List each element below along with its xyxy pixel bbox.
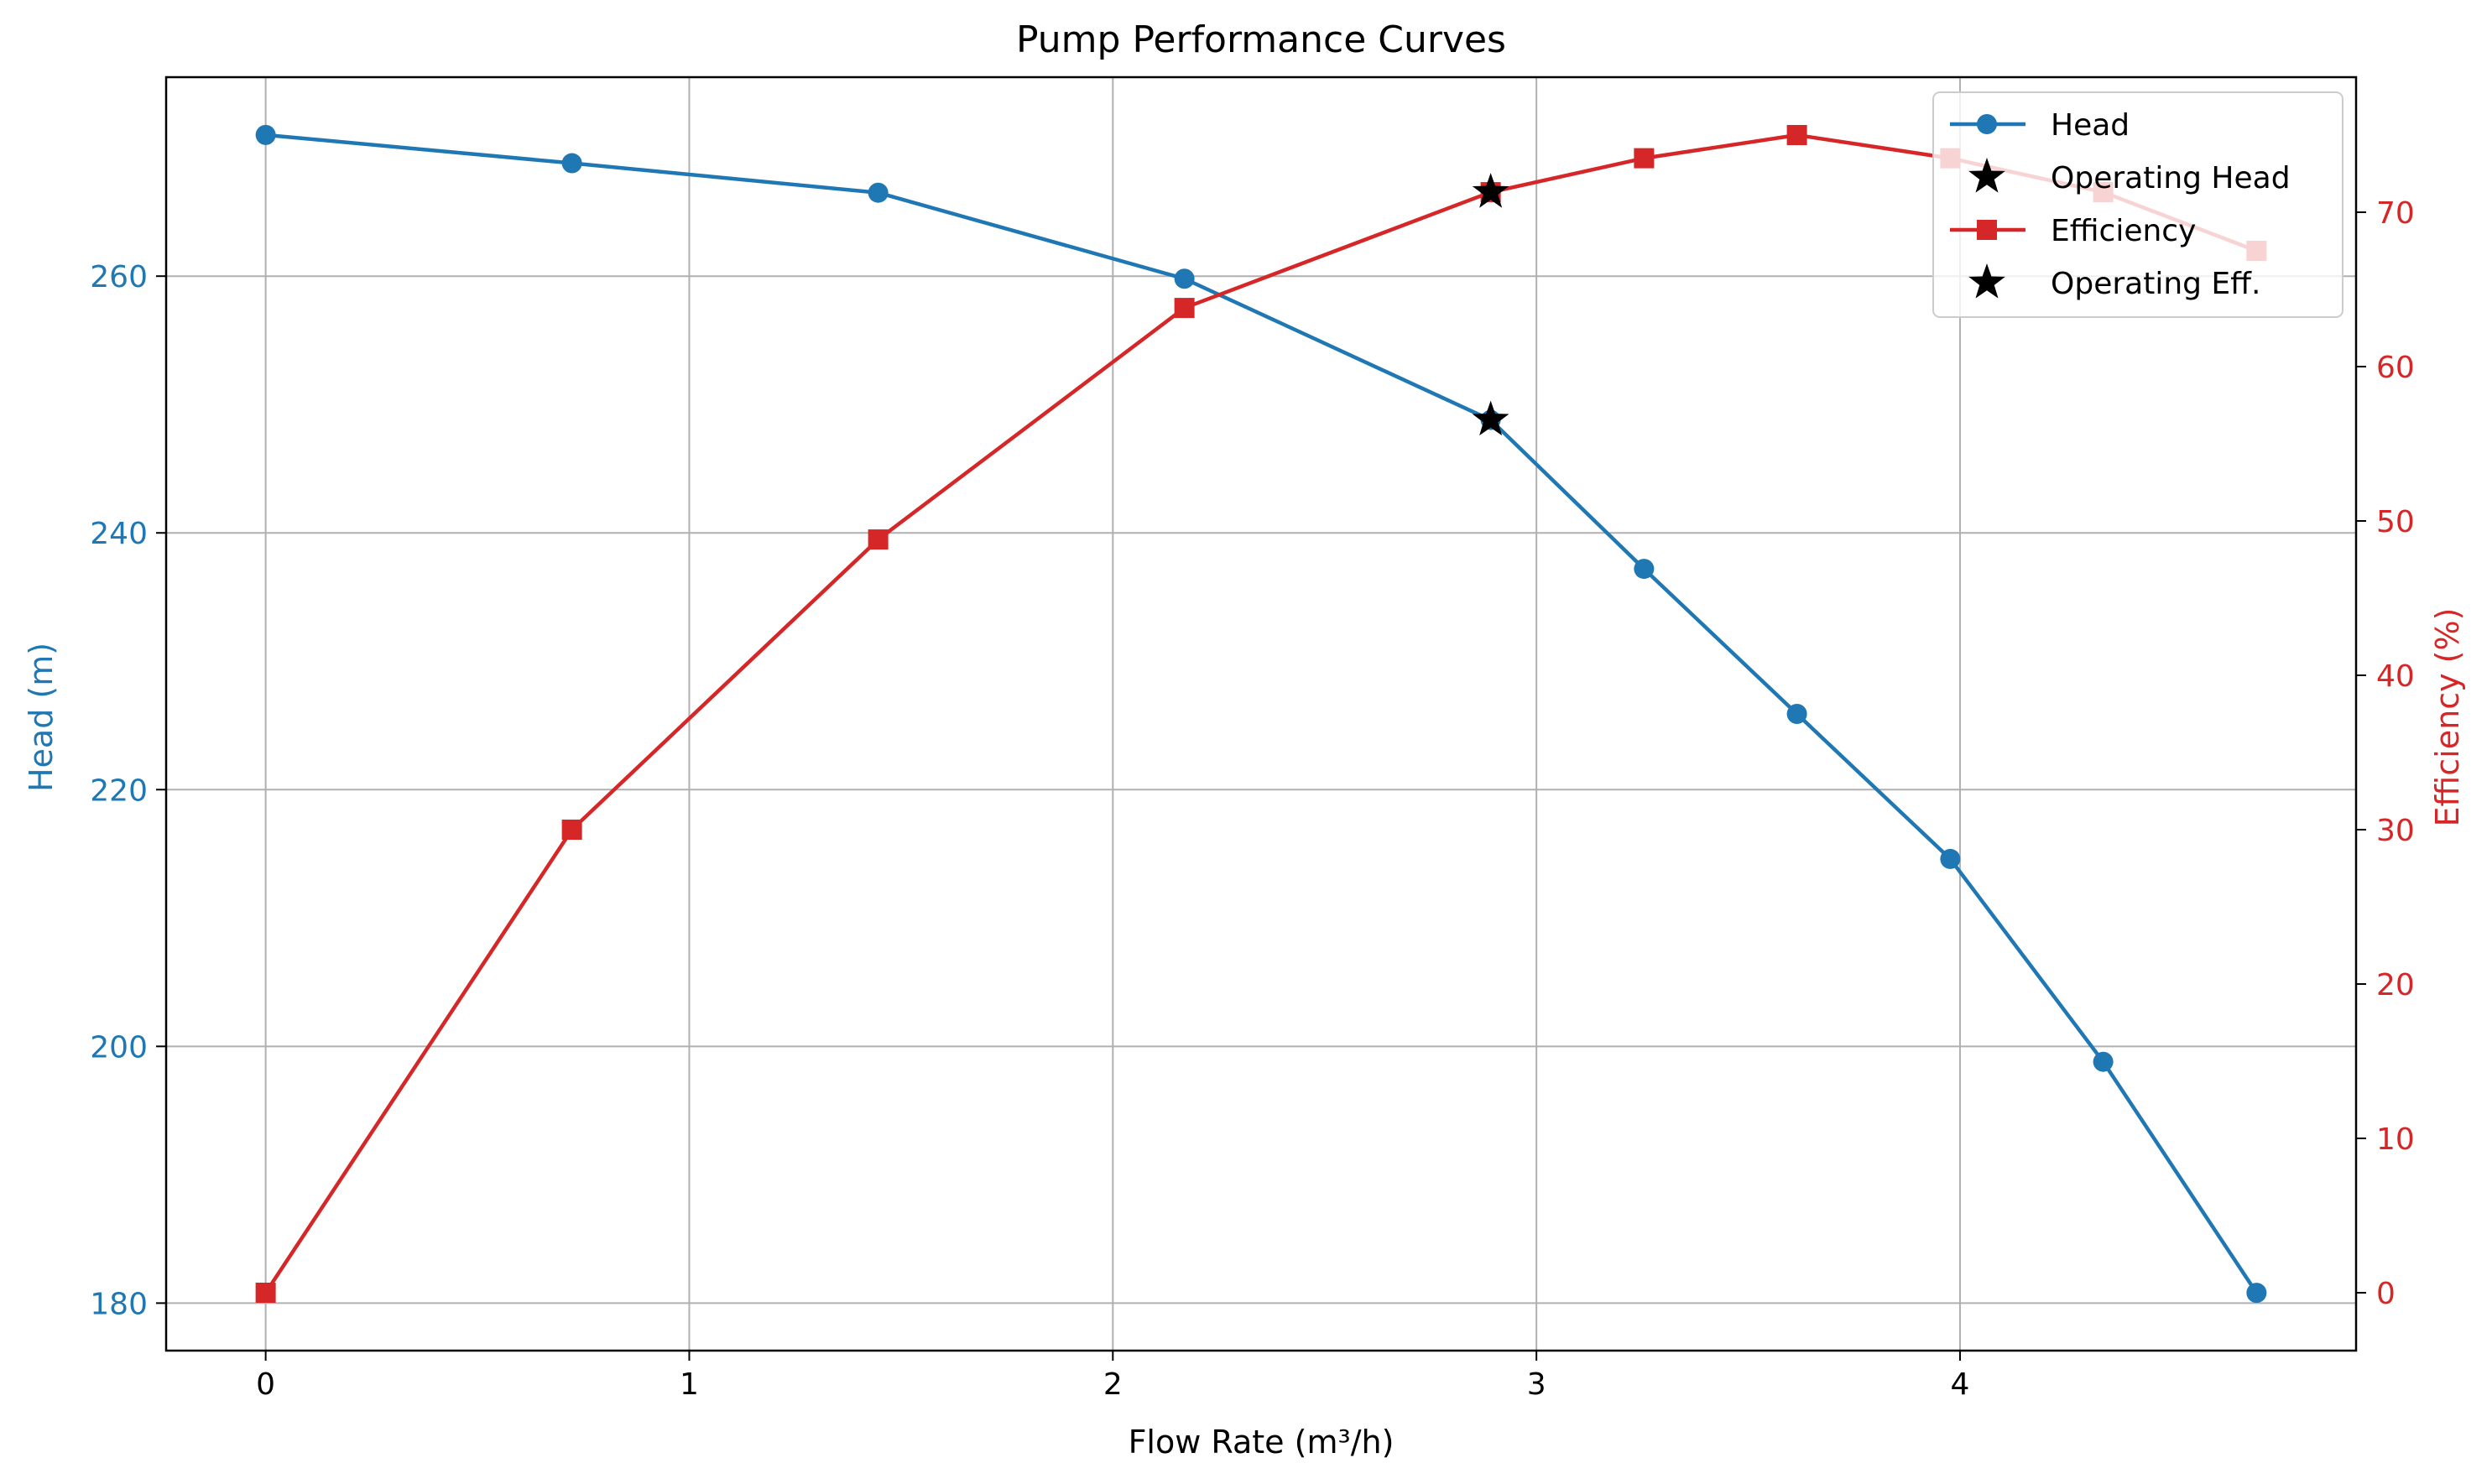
x-axis-label: Flow Rate (m³/h) bbox=[1129, 1424, 1395, 1461]
efficiency-point bbox=[1786, 125, 1807, 145]
head-line bbox=[265, 133, 2259, 1294]
head-point bbox=[1174, 268, 1195, 289]
y-left-tick-label: 200 bbox=[90, 1030, 148, 1065]
efficiency-point bbox=[561, 820, 582, 840]
head-point bbox=[561, 153, 582, 174]
y-left-tick-label: 220 bbox=[90, 773, 148, 808]
y-right-tick-label: 30 bbox=[2376, 814, 2415, 848]
y-axis-right-label: Efficiency (%) bbox=[2429, 608, 2466, 827]
head-point bbox=[1786, 704, 1807, 724]
series-operating-eff bbox=[1472, 173, 1509, 208]
head-point bbox=[255, 124, 276, 145]
head-point bbox=[1634, 559, 1655, 580]
efficiency-point bbox=[1634, 148, 1655, 169]
head-point bbox=[1940, 848, 1961, 869]
operating-head-point bbox=[1472, 400, 1509, 436]
head-point bbox=[2093, 1051, 2114, 1072]
y-right-tick-label: 20 bbox=[2376, 968, 2415, 1002]
efficiency-point bbox=[868, 529, 889, 550]
plot-frame bbox=[164, 76, 2358, 1352]
legend-label-efficiency: Efficiency bbox=[2051, 214, 2196, 248]
chart-title: Pump Performance Curves bbox=[1016, 18, 1506, 61]
x-tick-label: 4 bbox=[1951, 1367, 1970, 1402]
legend-marker-operating-eff bbox=[1968, 263, 2005, 299]
x-tick-label: 1 bbox=[680, 1367, 699, 1402]
head-point bbox=[868, 182, 889, 203]
y-right-tick-label: 40 bbox=[2376, 659, 2415, 694]
legend-label-head: Head bbox=[2051, 108, 2130, 143]
efficiency-point bbox=[255, 1283, 276, 1303]
y-left-tick-label: 260 bbox=[90, 260, 148, 294]
y-right-tick-label: 60 bbox=[2376, 351, 2415, 385]
y-right-tick-label: 50 bbox=[2376, 505, 2415, 539]
y-right-tick-label: 70 bbox=[2376, 196, 2415, 231]
legend-label-operating-head: Operating Head bbox=[2051, 161, 2291, 195]
y-left-tick-label: 240 bbox=[90, 517, 148, 551]
operating-eff-point bbox=[1472, 173, 1509, 208]
efficiency-point bbox=[1174, 298, 1195, 319]
x-tick-label: 2 bbox=[1103, 1367, 1123, 1402]
legend-marker-efficiency bbox=[1977, 220, 1997, 240]
legend-box bbox=[1932, 91, 2343, 318]
y-right-tick-label: 0 bbox=[2376, 1277, 2396, 1311]
head-point bbox=[2246, 1283, 2267, 1304]
legend: Head Operating Head Efficiency Operating Ef… bbox=[1932, 91, 2343, 318]
axes: 0 1 2 3 4 180 200 220 240 260 0 10 20 30 40 50 60 70 bbox=[90, 196, 2415, 1402]
y-right-tick-label: 10 bbox=[2376, 1122, 2415, 1157]
legend-label-operating-eff: Operating Eff. bbox=[2051, 267, 2260, 301]
y-left-tick-label: 180 bbox=[90, 1287, 148, 1321]
legend-marker-head bbox=[1977, 114, 1997, 134]
y-axis-left-label: Head (m) bbox=[23, 643, 60, 792]
series-operating-head bbox=[1472, 400, 1509, 436]
x-tick-label: 0 bbox=[256, 1367, 275, 1402]
legend-marker-operating-head bbox=[1968, 158, 2005, 193]
x-tick-label: 3 bbox=[1527, 1367, 1546, 1402]
